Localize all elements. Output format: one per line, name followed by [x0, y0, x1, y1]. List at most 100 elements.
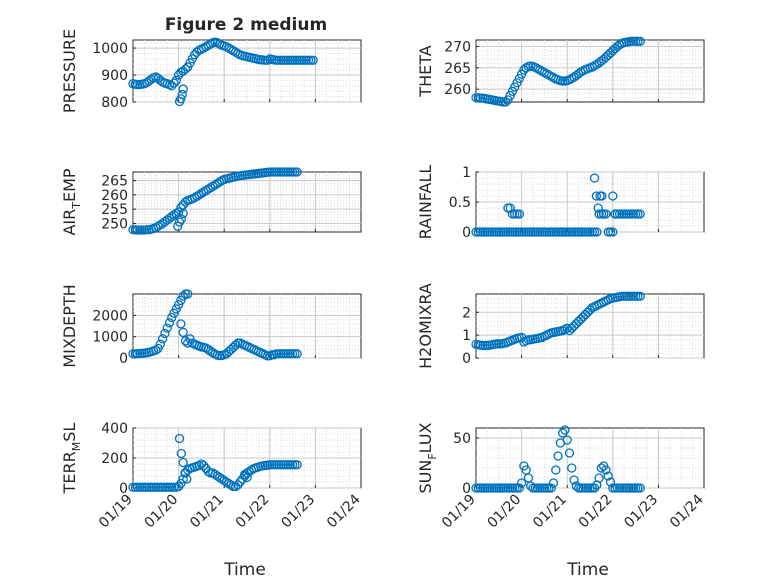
data-point	[217, 474, 227, 484]
data-point	[562, 435, 572, 445]
data-point	[178, 474, 188, 484]
x-tick-label: 01/24	[667, 491, 707, 531]
y-tick-label: 0	[462, 351, 471, 367]
data-point	[178, 327, 188, 338]
data-point	[226, 480, 236, 490]
data-point	[212, 471, 223, 481]
data-point	[612, 41, 623, 52]
data-point	[242, 472, 252, 483]
data-point	[201, 185, 211, 196]
data-point	[164, 318, 175, 328]
data-point	[214, 472, 225, 483]
data-point	[178, 84, 188, 94]
data-point	[210, 469, 220, 480]
data-point	[514, 209, 524, 219]
data-point	[196, 188, 207, 199]
x-tick-label: 01/22	[576, 492, 616, 532]
data-point	[176, 448, 186, 459]
data-point	[155, 339, 166, 349]
y-tick-label: 0	[462, 225, 471, 241]
data-point	[171, 75, 181, 86]
data-point	[180, 64, 191, 74]
data-point	[176, 203, 186, 213]
data-point	[192, 191, 202, 201]
data-point	[262, 55, 273, 65]
data-point	[635, 483, 645, 493]
data-point	[177, 89, 187, 100]
data-point	[569, 475, 579, 485]
y-tick-label: 1	[462, 328, 471, 344]
data-point	[242, 468, 252, 478]
data-point	[292, 167, 302, 177]
data-point	[592, 227, 602, 237]
y-axis-label: THETA	[416, 45, 435, 97]
y-tick-label: 2000	[92, 308, 128, 324]
data-point	[183, 289, 193, 299]
data-point	[151, 223, 161, 233]
data-point	[635, 36, 645, 46]
data-point	[208, 181, 218, 191]
data-point	[235, 477, 245, 487]
y-tick-label: 260	[101, 188, 128, 204]
data-point	[226, 44, 236, 55]
data-point	[208, 468, 218, 478]
data-point	[203, 184, 213, 194]
data-point	[599, 209, 609, 219]
data-point	[171, 208, 181, 219]
data-point	[221, 477, 232, 487]
data-point	[160, 328, 170, 339]
x-tick-label: 01/20	[485, 492, 525, 532]
data-point	[526, 481, 536, 491]
data-point	[189, 193, 200, 203]
data-point	[199, 43, 209, 53]
data-point	[199, 187, 209, 197]
y-tick-label: 200	[101, 451, 128, 467]
y-axis-label: SUNFLUX	[416, 422, 439, 493]
y-tick-label: 1	[462, 165, 471, 181]
subplot-6: 0 1 2 H2OMIXRA	[416, 283, 705, 369]
y-tick-label: 900	[101, 68, 128, 84]
y-axis-label: TERRMSL	[60, 423, 83, 495]
data-point	[157, 334, 168, 344]
y-tick-label: 0	[119, 481, 128, 497]
data-point	[610, 209, 620, 219]
data-point	[151, 345, 161, 355]
data-point	[564, 448, 575, 458]
x-tick-label: 01/21	[187, 492, 227, 532]
data-point	[182, 474, 192, 484]
data-point	[201, 42, 211, 52]
data-point	[551, 465, 561, 475]
data-point	[210, 180, 220, 190]
data-point	[601, 465, 611, 475]
data-point	[597, 191, 607, 201]
data-point	[635, 291, 645, 301]
y-axis-label: PRESSURE	[60, 29, 79, 113]
subplot-7: 0 200 400 TERRMSL 01/19 01/20 01/21 01/22 01/23 0…	[60, 421, 364, 531]
data-point	[199, 460, 209, 471]
data-point	[174, 433, 185, 444]
data-point	[205, 346, 216, 356]
data-point	[167, 81, 177, 91]
y-tick-label: 260	[444, 82, 471, 98]
data-point	[505, 203, 515, 213]
data-point	[240, 469, 250, 480]
data-point	[608, 191, 618, 201]
data-point	[573, 69, 584, 79]
data-point	[571, 481, 581, 491]
data-point	[205, 39, 216, 49]
subplot-4: 0 0.5 1 RAINFALL	[416, 165, 705, 241]
y-tick-label: 1000	[92, 330, 128, 346]
data-point	[560, 425, 570, 435]
y-axis-label: RAINFALL	[416, 165, 435, 240]
x-tick-label: 01/23	[278, 492, 318, 532]
data-point	[500, 97, 511, 107]
y-axis-label: AIRTEMP	[60, 168, 83, 235]
data-point	[183, 338, 193, 348]
data-point	[212, 178, 223, 189]
data-point	[244, 466, 254, 477]
data-point	[596, 463, 607, 473]
y-tick-label: 50	[453, 431, 471, 447]
